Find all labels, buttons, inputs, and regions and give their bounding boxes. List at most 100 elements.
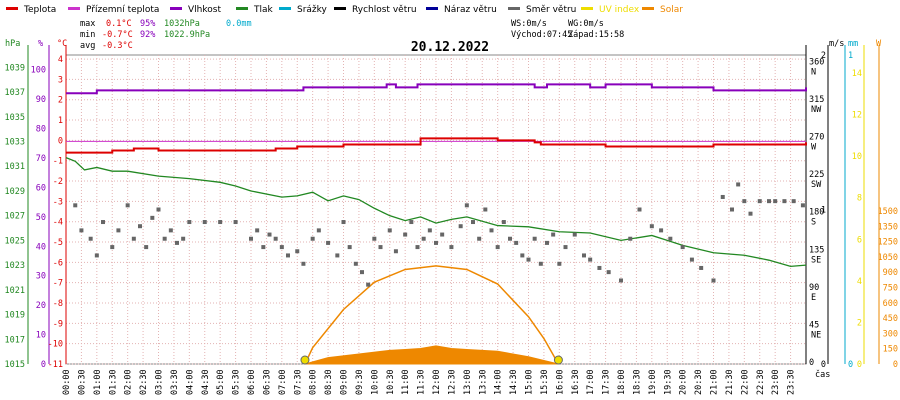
legend-item-teplota: Teplota [6, 5, 56, 15]
wind-direction-point-56 [489, 228, 494, 233]
wind-direction-point-19 [218, 220, 223, 225]
wind-direction-point-21 [249, 236, 253, 241]
x-tick-label-1: 00:30 [77, 369, 87, 395]
axis-unit-pressure: hPa [5, 39, 20, 49]
temperature-axis-tick-13: -9 [53, 319, 63, 329]
wind-direction-point-86 [736, 182, 741, 187]
wind-direction-point-48 [434, 240, 438, 245]
wind-direction-point-81 [689, 257, 694, 262]
wind-direction-point-13 [162, 236, 167, 241]
wind-axis-tick-0: 2 [821, 51, 826, 61]
x-tick-label-19: 09:30 [355, 369, 365, 395]
wind-direction-point-91 [773, 199, 778, 204]
wind-direction-point-23 [261, 245, 266, 250]
wind-direction-point-57 [495, 245, 500, 250]
x-tick-label-9: 04:30 [201, 369, 211, 395]
wind-direction-point-11 [150, 215, 155, 220]
x-tick-label-7: 03:30 [170, 369, 180, 395]
legend-label-smer-vetru: Směr větru [526, 5, 576, 15]
uv-axis-tick-4: 6 [857, 235, 862, 245]
wind-axis-tick-2: 0 [821, 360, 826, 370]
direction-axis-name-6: E [811, 293, 816, 303]
wind-direction-point-35 [347, 245, 352, 250]
pressure-axis-tick-1: 1037 [5, 88, 25, 98]
x-tick-label-35: 17:30 [602, 369, 612, 395]
temperature-axis-tick-11: -7 [53, 279, 63, 289]
sun-marker-0 [300, 355, 310, 365]
chart-date-title: 20.12.2022 [411, 40, 489, 55]
pressure-axis-tick-8: 1023 [5, 261, 25, 271]
temperature-axis-tick-4: 0 [58, 136, 63, 146]
axis-unit-wind: m/s [829, 39, 844, 49]
wind-direction-point-88 [748, 211, 753, 216]
axis-unit-rain: mm [848, 39, 858, 49]
x-tick-label-0: 00:00 [62, 369, 72, 395]
pressure-axis-tick-5: 1029 [5, 187, 25, 197]
humidity-axis-tick-9: 10 [36, 331, 46, 341]
uv-axis-tick-1: 12 [852, 111, 862, 121]
wind-direction-point-50 [449, 245, 454, 250]
solar-axis-tick-8: 300 [883, 329, 898, 339]
legend-item-solar: Solar [642, 5, 683, 15]
wind-direction-point-90 [767, 199, 771, 204]
wind-direction-point-66 [551, 232, 556, 237]
temperature-axis-tick-3: 1 [58, 116, 63, 126]
pressure-axis-tick-6: 1027 [5, 212, 25, 222]
wind-direction-point-92 [782, 199, 787, 204]
wind-direction-point-75 [628, 236, 633, 241]
wind-direction-point-38 [366, 282, 371, 287]
x-tick-label-40: 20:00 [679, 369, 689, 395]
x-tick-label-45: 22:30 [756, 369, 766, 395]
x-tick-label-17: 08:30 [324, 369, 334, 395]
axis-unit-humidity: % [38, 39, 43, 49]
legend-label-prizemni-teplota: Přízemní teplota [86, 5, 159, 15]
legend-item-prizemni-teplota: Přízemní teplota [68, 5, 159, 15]
x-tick-label-43: 21:30 [725, 369, 735, 395]
legend-label-srazky: Srážky [297, 5, 328, 15]
pressure-axis-tick-2: 1035 [5, 113, 25, 123]
wind-direction-point-24 [267, 232, 272, 237]
humidity-axis-tick-2: 80 [36, 125, 46, 135]
wind-direction-point-10 [144, 245, 149, 250]
wind-direction-point-41 [387, 228, 392, 233]
wind-direction-point-44 [409, 220, 414, 225]
wind-direction-point-0 [73, 203, 78, 208]
wind-direction-point-8 [131, 236, 136, 241]
temperature-axis-tick-15: -11 [48, 360, 63, 370]
humidity-series-line [66, 83, 807, 95]
stats-min-press: 1022.9hPa [164, 30, 210, 40]
solar-axis-tick-6: 600 [883, 299, 898, 309]
legend-label-naraz-vetru: Náraz větru [444, 5, 497, 15]
x-tick-label-29: 14:30 [509, 369, 519, 395]
humidity-axis-tick-5: 50 [36, 213, 46, 223]
direction-axis-tick-3: 225 [809, 170, 824, 180]
uv-axis-tick-3: 8 [857, 194, 862, 204]
legend-item-vlhkost: Vlhkost [170, 5, 221, 15]
wind-direction-point-14 [168, 228, 173, 233]
x-tick-label-34: 17:00 [586, 369, 596, 395]
wind-direction-point-71 [588, 257, 593, 262]
solar-axis-tick-0: 1500 [878, 207, 898, 217]
pressure-axis-tick-10: 1019 [5, 311, 25, 321]
legend-label-uv-index: UV index [599, 5, 640, 15]
temperature-axis-tick-7: -3 [53, 197, 63, 207]
wind-direction-point-25 [273, 236, 278, 241]
solar-series-area [304, 345, 559, 365]
stats-max-label: max [80, 19, 95, 29]
wind-direction-point-85 [730, 207, 734, 212]
humidity-axis-tick-3: 70 [36, 154, 46, 164]
stats-rain: 0.0mm [226, 19, 252, 29]
wind-direction-point-33 [335, 253, 340, 258]
wind-direction-point-28 [295, 249, 300, 254]
x-tick-label-22: 11:00 [401, 369, 411, 395]
x-tick-label-24: 12:00 [432, 369, 442, 395]
wind-direction-point-45 [415, 245, 420, 250]
wind-direction-point-87 [742, 199, 747, 204]
direction-axis-name-2: W [811, 143, 817, 153]
wind-direction-point-94 [800, 203, 805, 208]
wind-direction-point-59 [508, 236, 512, 241]
wind-direction-point-53 [471, 220, 475, 225]
wind-direction-point-72 [597, 265, 602, 270]
solar-axis-tick-5: 750 [883, 284, 898, 294]
x-tick-label-38: 19:00 [648, 369, 658, 395]
